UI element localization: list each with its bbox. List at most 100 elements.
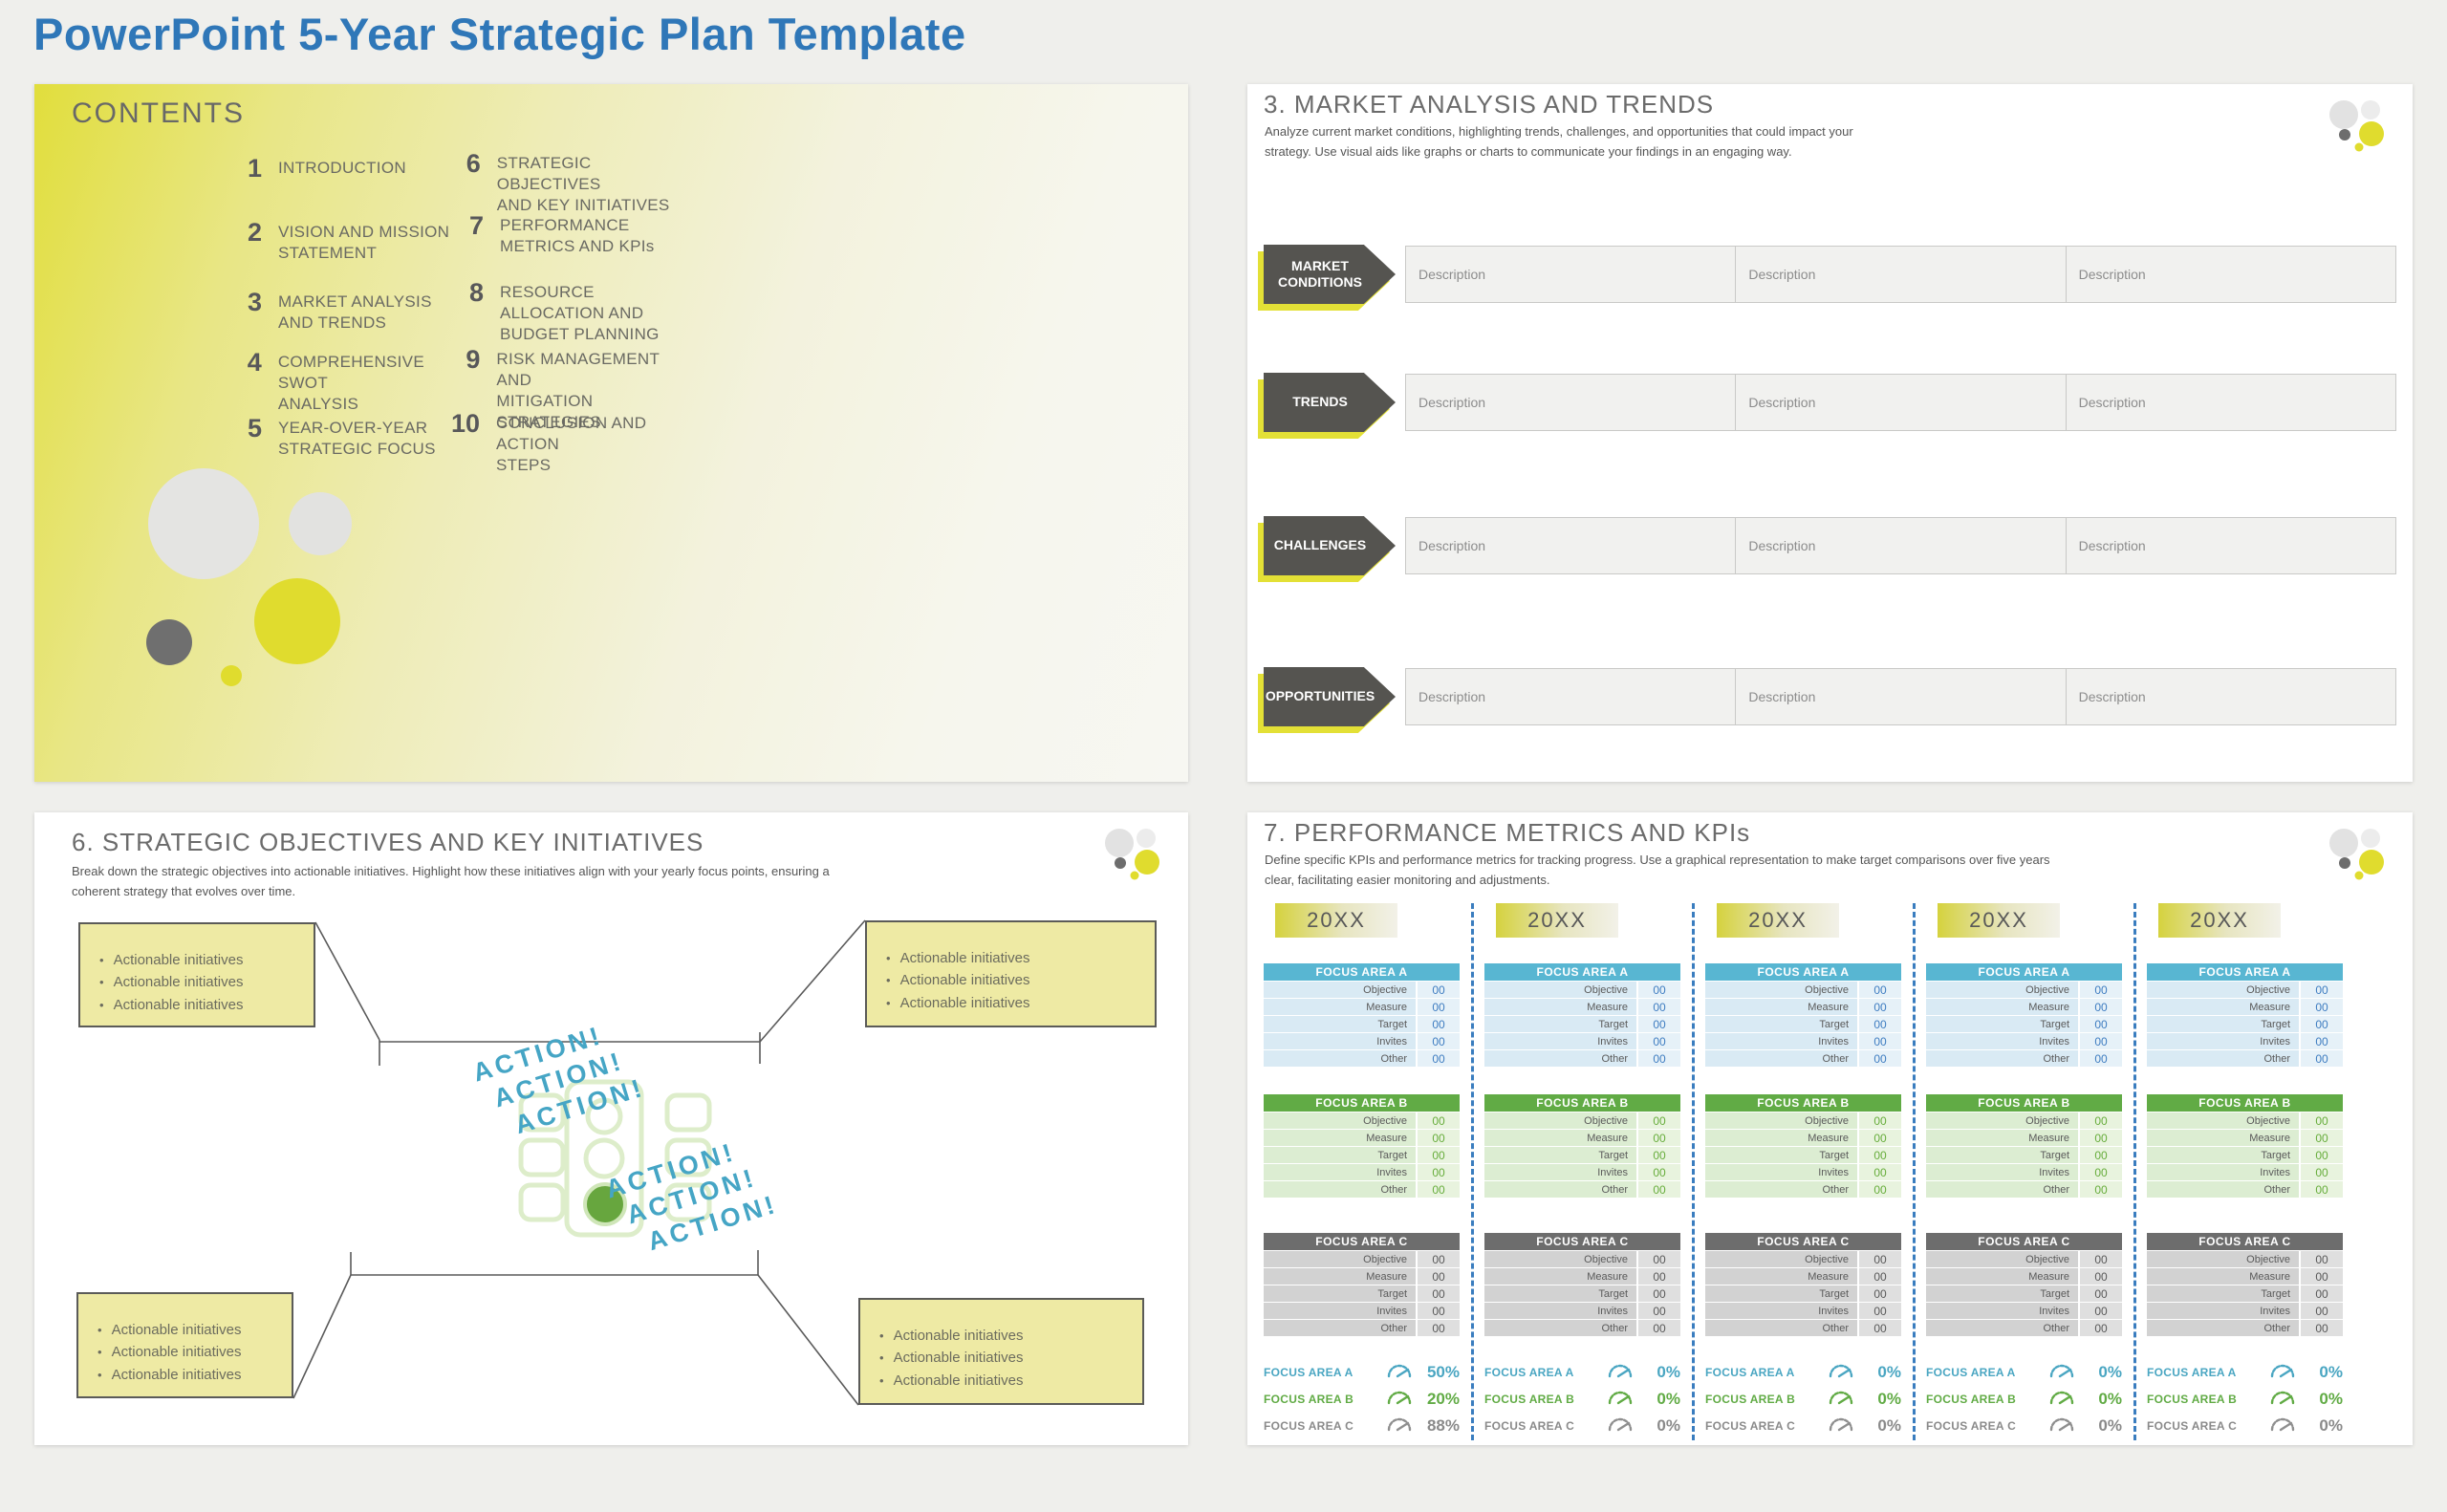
focus-row: Other 00: [1926, 1050, 2122, 1067]
market-row-label: OPPORTUNITIES: [1264, 667, 1396, 726]
focus-row: Target 00: [1926, 1147, 2122, 1163]
focus-row: Measure 00: [1484, 1268, 1680, 1285]
focus-row: Target 00: [1264, 1285, 1460, 1302]
focus-row-label: Other: [1264, 1181, 1416, 1198]
focus-row-label: Other: [1926, 1181, 2078, 1198]
market-row-cells: Description Description Description: [1405, 668, 2396, 725]
kpi-summary-row: FOCUS AREA B 0%: [1926, 1388, 2122, 1411]
toc-label: PERFORMANCE METRICS AND KPIs: [500, 216, 655, 256]
focus-row-label: Target: [1484, 1147, 1636, 1163]
focus-row-value: 00: [2301, 1320, 2343, 1336]
toc-number: 3: [247, 288, 262, 316]
gauge-wrap: [2047, 1388, 2076, 1411]
market-row-label: MARKET CONDITIONS: [1264, 245, 1396, 304]
focus-row-label: Other: [1264, 1050, 1416, 1067]
toc-item: 7 PERFORMANCE METRICS AND KPIs: [451, 213, 681, 257]
year-header: 20XX: [1938, 903, 2060, 938]
focus-row-value: 00: [2080, 1181, 2122, 1198]
focus-row-label: Target: [1484, 1016, 1636, 1032]
initiative-bullet: Actionable initiatives: [886, 947, 1155, 969]
focus-row-value: 00: [1418, 1285, 1460, 1302]
focus-row: Other 00: [2147, 1050, 2343, 1067]
focus-row-label: Objective: [1484, 982, 1636, 998]
market-row-arrow: MARKET CONDITIONS: [1258, 245, 1396, 311]
focus-row-value: 00: [2080, 1112, 2122, 1129]
focus-row-value: 00: [1638, 1268, 1680, 1285]
focus-row-label: Invites: [1926, 1303, 2078, 1319]
focus-row: Objective 00: [2147, 982, 2343, 998]
slide-contents-preview[interactable]: CONTENTS 1 INTRODUCTION 2 VISION AND MISSIO…: [34, 84, 1188, 782]
focus-row: Target 00: [1484, 1285, 1680, 1302]
initiative-bullet: Actionable initiatives: [886, 992, 1155, 1014]
focus-row-value: 00: [1859, 1303, 1901, 1319]
kpi-column: 20XX FOCUS AREA A Objective 00 Measure 00 Targ…: [1705, 903, 1901, 1443]
kpi-summary-label: FOCUS AREA A: [1705, 1366, 1795, 1379]
page-title: PowerPoint 5-Year Strategic Plan Templat…: [33, 9, 966, 59]
callout-lines: [292, 919, 866, 1406]
kpi-summary-row: FOCUS AREA A 0%: [1484, 1361, 1680, 1384]
focus-row-value: 00: [2080, 982, 2122, 998]
initiative-box: Actionable initiativesActionable initiat…: [76, 1292, 293, 1398]
focus-row-value: 00: [2301, 1268, 2343, 1285]
gauge-wrap: [1827, 1415, 1855, 1437]
market-row-cells: Description Description Description: [1405, 517, 2396, 574]
column-separator: [1471, 903, 1474, 1440]
slide-performance-metrics-preview[interactable]: 7. PERFORMANCE METRICS AND KPIs Define s…: [1247, 812, 2413, 1445]
focus-row: Measure 00: [2147, 999, 2343, 1015]
focus-row: Target 00: [1705, 1147, 1901, 1163]
focus-row: Objective 00: [1264, 982, 1460, 998]
focus-row-label: Objective: [1926, 982, 2078, 998]
toc-number: 4: [247, 348, 262, 377]
focus-row: Target 00: [2147, 1147, 2343, 1163]
focus-row-value: 00: [2301, 1050, 2343, 1067]
focus-row-value: 00: [2301, 1016, 2343, 1032]
focus-row-value: 00: [2301, 1251, 2343, 1267]
market-row-label: TRENDS: [1264, 373, 1396, 432]
slide-strategic-objectives-preview[interactable]: 6. STRATEGIC OBJECTIVES AND KEY INITIATI…: [34, 812, 1188, 1445]
kpi-summary-label: FOCUS AREA A: [1484, 1366, 1574, 1379]
focus-row-value: 00: [1859, 1033, 1901, 1049]
focus-row: Objective 00: [2147, 1112, 2343, 1129]
focus-row-label: Target: [1705, 1147, 1857, 1163]
initiative-bullet-list: Actionable initiativesActionable initiat…: [860, 1300, 1142, 1392]
gauge-icon: [1608, 1417, 1633, 1432]
kpi-summary-pct: 0%: [2319, 1416, 2343, 1435]
focus-row-value: 00: [1638, 1050, 1680, 1067]
focus-row-label: Objective: [1705, 1112, 1857, 1129]
kpi-summary-row: FOCUS AREA B 0%: [1484, 1388, 1680, 1411]
focus-table: FOCUS AREA A Objective 00 Measure 00 Target 00…: [2147, 963, 2343, 1067]
slide-market-analysis-preview[interactable]: 3. MARKET ANALYSIS AND TRENDS Analyze cu…: [1247, 84, 2413, 782]
focus-row-label: Target: [1926, 1016, 2078, 1032]
focus-row-value: 00: [1638, 1147, 1680, 1163]
focus-row: Invites 00: [1264, 1303, 1460, 1319]
description-cell: Description: [1735, 375, 2066, 430]
focus-row-value: 00: [1859, 1268, 1901, 1285]
focus-row-label: Target: [1264, 1285, 1416, 1302]
focus-table: FOCUS AREA C Objective 00 Measure 00 Target 00…: [2147, 1233, 2343, 1336]
focus-table: FOCUS AREA B Objective 00 Measure 00 Target 00…: [1926, 1094, 2122, 1198]
description-cell: Description: [1406, 518, 1736, 573]
focus-row-value: 00: [1859, 1050, 1901, 1067]
kpi-summary-pct: 0%: [1877, 1390, 1901, 1408]
kpi-summary-label: FOCUS AREA B: [1926, 1393, 2017, 1406]
contents-heading: CONTENTS: [72, 97, 245, 129]
focus-row-label: Other: [1484, 1320, 1636, 1336]
focus-row-value: 00: [1859, 1320, 1901, 1336]
initiative-box: Actionable initiativesActionable initiat…: [858, 1298, 1144, 1405]
focus-row-value: 00: [2080, 1016, 2122, 1032]
focus-row-value: 00: [2080, 1033, 2122, 1049]
focus-row-label: Invites: [1705, 1164, 1857, 1180]
focus-row: Other 00: [1705, 1320, 1901, 1336]
kpi-summary-pct: 88%: [1426, 1416, 1460, 1435]
focus-row: Invites 00: [1484, 1164, 1680, 1180]
focus-row-value: 00: [1418, 1164, 1460, 1180]
focus-row-label: Invites: [1705, 1303, 1857, 1319]
kpi-summary-row: FOCUS AREA C 0%: [1484, 1415, 1680, 1437]
focus-row: Measure 00: [1264, 1268, 1460, 1285]
focus-row-value: 00: [1859, 1147, 1901, 1163]
focus-table: FOCUS AREA A Objective 00 Measure 00 Target 00…: [1705, 963, 1901, 1067]
focus-row-label: Measure: [2147, 999, 2299, 1015]
kpi-summary-label: FOCUS AREA C: [2147, 1419, 2238, 1433]
focus-row: Invites 00: [2147, 1303, 2343, 1319]
focus-row: Target 00: [1484, 1016, 1680, 1032]
